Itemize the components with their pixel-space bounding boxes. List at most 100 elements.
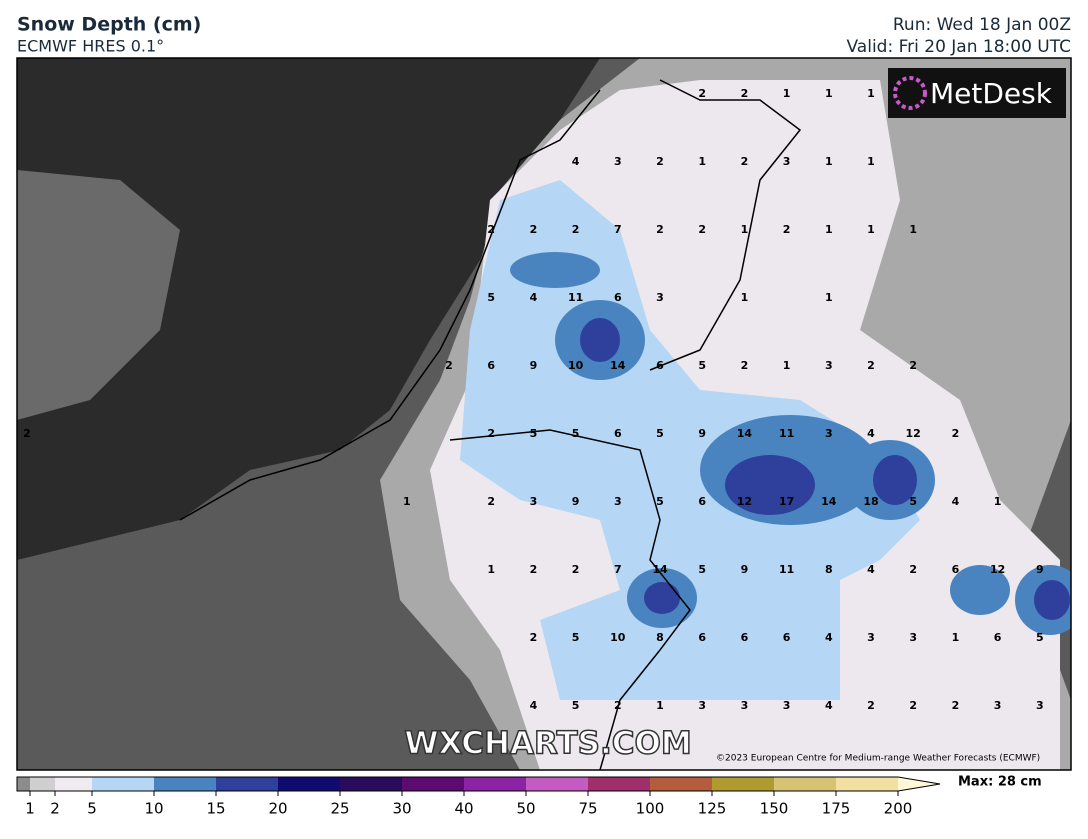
colorbar-segment	[154, 777, 216, 791]
depth-label: 1	[403, 495, 411, 508]
depth-label: 2	[572, 223, 580, 236]
depth-label: 3	[656, 291, 664, 304]
depth-label: 1	[867, 87, 875, 100]
depth-label: 2	[698, 223, 706, 236]
depth-label: 8	[825, 563, 833, 576]
depth-label: 3	[867, 631, 875, 644]
depth-label: 5	[487, 291, 495, 304]
colorbar-label: 1	[25, 800, 35, 818]
depth-label: 2	[530, 563, 538, 576]
depth-label: 1	[825, 223, 833, 236]
colorbar-segment	[402, 777, 464, 791]
depth-label: 2	[23, 427, 31, 440]
depth-label: 5	[656, 427, 664, 440]
depth-label: 6	[698, 495, 706, 508]
depth-label: 3	[783, 699, 791, 712]
depth-label: 6	[994, 631, 1002, 644]
depth-label: 2	[656, 155, 664, 168]
depth-label: 12	[990, 563, 1005, 576]
depth-label: 1	[698, 155, 706, 168]
depth-label: 1	[783, 87, 791, 100]
colorbar-segment	[17, 777, 30, 791]
depth-label: 2	[698, 87, 706, 100]
depth-label: 3	[783, 155, 791, 168]
colorbar-arrow	[898, 777, 940, 791]
colorbar-segment	[464, 777, 526, 791]
depth-label: 3	[614, 495, 622, 508]
depth-label: 5	[909, 495, 917, 508]
depth-label: 1	[741, 291, 749, 304]
depth-label: 5	[572, 631, 580, 644]
depth-label: 2	[783, 223, 791, 236]
depth-label: 2	[741, 87, 749, 100]
logo-box	[888, 68, 1066, 118]
colorbar-segment	[712, 777, 774, 791]
depth-label: 17	[779, 495, 794, 508]
colorbar-segment	[92, 777, 154, 791]
depth-label: 9	[1036, 563, 1044, 576]
depth-label: 2	[487, 223, 495, 236]
depth-label: 6	[783, 631, 791, 644]
depth-label: 2	[656, 223, 664, 236]
colorbar-label: 10	[144, 800, 163, 818]
depth-label: 6	[698, 631, 706, 644]
colorbar-label: 50	[516, 800, 535, 818]
depth-label: 3	[825, 427, 833, 440]
depth-label: 6	[952, 563, 960, 576]
depth-label: 1	[656, 699, 664, 712]
depth-label: 14	[610, 359, 626, 372]
colorbar-label: 40	[454, 800, 473, 818]
run: Run: Wed 18 Jan 00Z	[893, 15, 1071, 35]
depth-label: 9	[698, 427, 706, 440]
depth-label: 2	[909, 699, 917, 712]
copyright: ©2023 European Centre for Medium-range W…	[716, 754, 1040, 764]
colorbar-label: 5	[87, 800, 97, 818]
depth-label: 3	[909, 631, 917, 644]
depth-label: 3	[994, 699, 1002, 712]
colorbar-label: 2	[50, 800, 60, 818]
depth-label: 6	[614, 427, 622, 440]
depth-label: 2	[614, 699, 622, 712]
depth-label: 7	[614, 563, 622, 576]
depth-label: 2	[741, 359, 749, 372]
depth-label: 5	[698, 359, 706, 372]
depth-label: 6	[741, 631, 749, 644]
depth-label: 10	[610, 631, 626, 644]
sea	[17, 58, 600, 560]
depth-label: 2	[530, 631, 538, 644]
depth-label: 10	[568, 359, 584, 372]
colorbar-label: 125	[698, 800, 727, 818]
depth-label: 9	[741, 563, 749, 576]
depth-label: 11	[779, 427, 794, 440]
depth-label: 4	[825, 699, 833, 712]
depth-label: 6	[487, 359, 495, 372]
colorbar-label: 25	[330, 800, 349, 818]
depth-label: 4	[572, 155, 580, 168]
depth-label: 8	[656, 631, 664, 644]
colorbar: 1 2 5 10 15 20 25 30 40 50 75 100 125 150 175 200	[16, 776, 941, 818]
depth-label: 9	[572, 495, 580, 508]
depth-label: 2	[487, 427, 495, 440]
subtitle: ECMWF HRES 0.1°	[17, 37, 164, 56]
depth-label: 1	[909, 223, 917, 236]
colorbar-segment	[774, 777, 836, 791]
depth-label: 1	[867, 223, 875, 236]
colorbar-segment	[278, 777, 340, 791]
depth-label: 2	[867, 359, 875, 372]
logo: MetDesk	[930, 77, 1053, 110]
depth-label: 1	[825, 155, 833, 168]
colorbar-segment	[526, 777, 588, 791]
depth-label: 3	[530, 495, 538, 508]
depth-label: 4	[530, 291, 538, 304]
depth-label: 4	[952, 495, 960, 508]
depth-label: 2	[445, 359, 453, 372]
depth-label: 12	[737, 495, 752, 508]
colorbar-label: 20	[268, 800, 287, 818]
depth-label: 3	[614, 155, 622, 168]
depth-label: 14	[737, 427, 753, 440]
depth-label: 1	[741, 223, 749, 236]
depth-label: 1	[487, 563, 495, 576]
depth-label: 4	[530, 699, 538, 712]
depth-label: 7	[614, 223, 622, 236]
depth-label: 1	[867, 155, 875, 168]
